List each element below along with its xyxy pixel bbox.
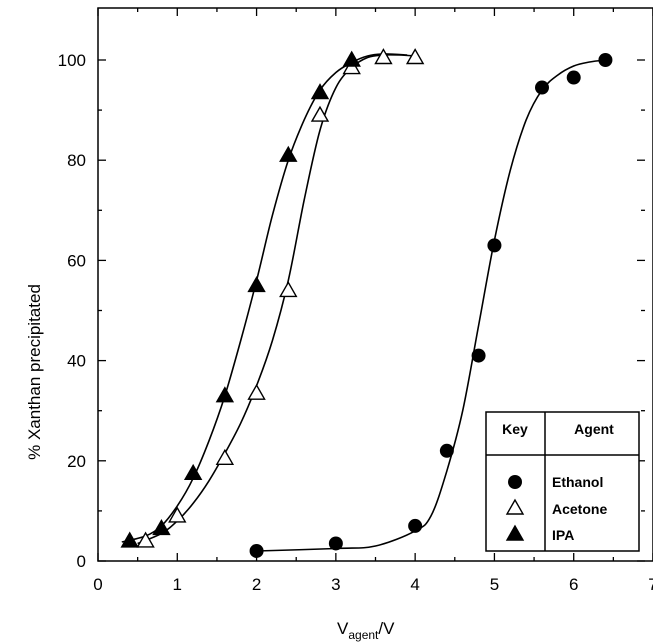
- x-tick-label: 0: [93, 575, 102, 594]
- x-axis-title-sub: agent: [348, 628, 379, 642]
- legend-label-ethanol: Ethanol: [552, 474, 603, 490]
- data-point-acetone: [247, 383, 266, 400]
- data-point-ethanol: [487, 238, 502, 253]
- axis-ticks: [97, 8, 653, 562]
- data-point-ipa: [215, 386, 235, 403]
- data-point-acetone: [279, 281, 298, 298]
- y-tick-label: 40: [67, 352, 86, 371]
- data-point-acetone: [310, 105, 330, 122]
- data-point-ethanol: [598, 53, 613, 67]
- data-point-acetone: [374, 48, 393, 65]
- data-point-ethanol: [328, 536, 343, 551]
- data-point-ipa: [152, 519, 171, 536]
- data-point-ethanol: [535, 80, 549, 95]
- data-point-ipa: [247, 276, 266, 293]
- fit-curve-acetone: [137, 53, 416, 545]
- data-points: [120, 48, 613, 558]
- fit-curve-ipa: [121, 53, 408, 543]
- legend-marker-ipa: [505, 524, 525, 541]
- data-point-ipa: [342, 50, 361, 67]
- data-point-ethanol: [566, 70, 581, 85]
- y-tick-label: 100: [58, 51, 86, 70]
- legend-label-ipa: IPA: [552, 527, 574, 543]
- data-point-ethanol: [249, 543, 264, 558]
- x-tick-label: 3: [331, 575, 340, 594]
- data-point-acetone: [168, 506, 187, 523]
- legend-marker-ethanol: [508, 475, 522, 489]
- fit-curve-ethanol: [256, 59, 606, 552]
- legend: Key Agent Ethanol Acetone IPA: [485, 411, 640, 552]
- x-tick-label: 5: [490, 575, 499, 594]
- data-point-acetone: [215, 448, 235, 465]
- data-point-ethanol: [408, 518, 423, 533]
- data-point-acetone: [136, 531, 155, 548]
- y-axis-title: % Xanthan precipitated: [25, 284, 44, 460]
- legend-marker-acetone: [505, 498, 525, 515]
- data-point-ipa: [310, 83, 330, 100]
- y-tick-label: 20: [67, 452, 86, 471]
- legend-header-key: Key: [502, 421, 528, 437]
- data-point-acetone: [405, 48, 425, 65]
- data-point-ethanol: [439, 443, 454, 458]
- data-point-ipa: [183, 463, 203, 481]
- x-tick-label: 1: [173, 575, 182, 594]
- axis-tick-labels: 0 1 2 3 4 5 6 7 0 20 40 60 80 100: [58, 51, 653, 594]
- x-tick-label: 7: [648, 575, 653, 594]
- x-tick-label: 2: [252, 575, 261, 594]
- legend-label-acetone: Acetone: [552, 501, 607, 517]
- x-tick-label: 6: [569, 575, 578, 594]
- legend-markers: [505, 475, 525, 541]
- data-point-ethanol: [471, 348, 486, 363]
- x-axis-title-tail: /V: [378, 619, 395, 638]
- y-tick-label: 0: [77, 552, 86, 571]
- x-axis-title-main: V: [337, 619, 349, 638]
- x-tick-label: 4: [410, 575, 419, 594]
- data-point-ipa: [120, 531, 139, 548]
- x-axis-title: Vagent/V: [337, 619, 395, 642]
- y-tick-label: 80: [67, 151, 86, 170]
- legend-header-agent: Agent: [574, 421, 614, 437]
- y-tick-label: 60: [67, 251, 86, 270]
- data-point-ipa: [279, 145, 298, 162]
